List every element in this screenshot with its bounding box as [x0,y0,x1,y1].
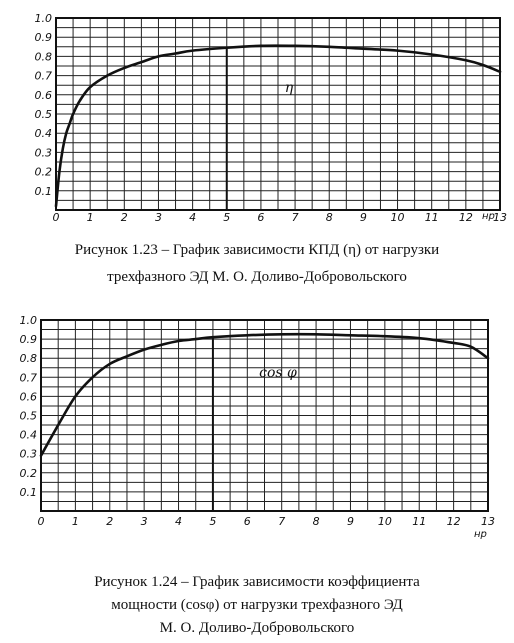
y-tick-label: 0.2 [35,166,53,179]
power-factor-curve [39,332,490,457]
y-tick-label: 0.5 [35,108,53,121]
x-tick-label: 0 [53,211,60,224]
x-tick-label: 12 [459,211,473,224]
x-tick-label: 6 [244,515,251,528]
x-tick-labels: 0 1 2 3 4 5 6 7 8 9 10 11 12 13 [53,211,508,224]
x-tick-label: 3 [141,515,148,528]
x-tick-label: 11 [425,211,439,224]
x-tick-label: 12 [447,515,461,528]
y-tick-label: 1.0 [20,314,38,327]
x-tick-label: 4 [189,211,196,224]
y-tick-label: 0.7 [20,371,38,384]
caption-line-1: Рисунок 1.23 – График зависимости КПД (η… [75,242,439,258]
grid-lines [56,18,500,210]
x-tick-label: 1 [72,515,79,528]
y-tick-label: 0.6 [35,89,53,102]
y-tick-label: 0.3 [35,146,53,159]
x-tick-label: 1 [87,211,94,224]
y-tick-labels: 0.1 0.2 0.3 0.4 0.5 0.6 0.7 0.8 0.9 1.0 [35,12,53,198]
x-tick-label: 5 [223,211,230,224]
y-tick-label: 0.9 [20,333,38,346]
caption-line-2: трехфазного ЭД М. О. Доливо-Добровольско… [107,269,407,285]
grid-lines [41,320,488,511]
x-unit-label: нр [474,529,487,540]
x-tick-label: 0 [38,515,45,528]
x-tick-label: 13 [493,211,507,224]
curve-label: η [285,80,294,96]
curve-label: cos φ [259,365,297,381]
x-tick-label: 6 [257,211,264,224]
x-tick-label: 10 [391,211,405,224]
caption-line-1: Рисунок 1.24 – График зависимости коэффи… [94,574,420,590]
x-tick-label: 7 [292,211,299,224]
x-tick-label: 11 [412,515,426,528]
x-tick-label: 3 [155,211,162,224]
x-tick-label: 8 [326,211,333,224]
plot-frame [55,17,501,211]
y-tick-label: 1.0 [35,12,53,25]
y-tick-label: 0.4 [20,429,38,442]
x-tick-label: 9 [360,211,367,224]
y-tick-label: 0.6 [20,390,38,403]
x-tick-label: 13 [481,515,495,528]
x-tick-label: 9 [347,515,354,528]
x-tick-label: 8 [313,515,320,528]
x-tick-labels: 0 1 2 3 4 5 6 7 8 9 10 11 12 13 [38,515,496,528]
y-tick-label: 0.9 [35,31,53,44]
plot-frame [40,319,489,512]
y-tick-label: 0.4 [35,127,53,140]
x-tick-label: 5 [209,515,216,528]
y-tick-label: 0.8 [20,352,38,365]
y-tick-label: 0.1 [20,486,38,499]
x-tick-label: 4 [175,515,182,528]
y-tick-label: 0.5 [20,410,38,423]
y-tick-label: 0.3 [20,448,38,461]
efficiency-curve [54,44,502,208]
caption-line-2: мощности (cosφ) от нагрузки трехфазного … [111,597,402,613]
y-tick-label: 0.7 [35,70,53,83]
x-unit-label: нр [482,211,495,222]
x-tick-label: 2 [106,515,113,528]
caption-line-3: М. О. Доливо-Добровольского [160,620,355,636]
y-tick-label: 0.2 [20,467,38,480]
y-tick-labels: 0.1 0.2 0.3 0.4 0.5 0.6 0.7 0.8 0.9 1.0 [20,314,38,499]
x-tick-label: 2 [121,211,128,224]
x-tick-label: 7 [278,515,285,528]
y-tick-label: 0.1 [35,185,53,198]
x-tick-label: 10 [378,515,392,528]
y-tick-label: 0.8 [35,50,53,63]
